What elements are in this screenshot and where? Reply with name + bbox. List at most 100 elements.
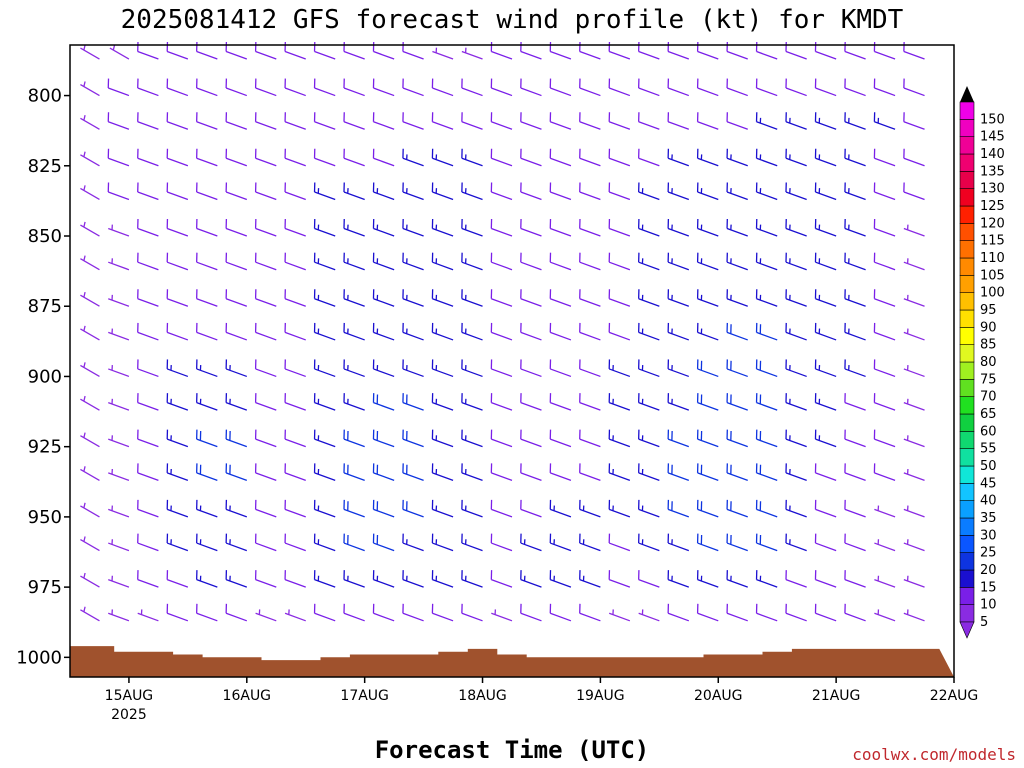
barb-shaft: [284, 472, 306, 481]
colorbar-label: 135: [980, 164, 1005, 179]
barb-half-feather: [83, 291, 86, 298]
wind-barb: [372, 42, 395, 60]
wind-barb: [520, 42, 542, 60]
barb-shaft: [343, 157, 365, 167]
barb-shaft: [373, 50, 395, 60]
barb-shaft: [756, 331, 778, 341]
wind-barb: [343, 359, 365, 378]
wind-barb: [638, 78, 660, 97]
barb-shaft: [667, 472, 690, 481]
barb-shaft: [726, 331, 748, 341]
wind-barb: [254, 533, 277, 552]
wind-barb: [520, 112, 542, 130]
wind-barb: [166, 78, 189, 97]
barb-shaft: [874, 368, 896, 378]
barb-shaft: [166, 542, 189, 552]
wind-barb: [785, 289, 807, 307]
barb-shaft: [108, 508, 130, 518]
wind-barb: [372, 463, 395, 481]
barb-shaft: [874, 402, 896, 411]
wind-barb: [755, 42, 778, 60]
barb-shaft: [550, 472, 572, 481]
barb-shaft: [550, 87, 572, 97]
colorbar-bin: [959, 344, 975, 363]
wind-barb: [372, 218, 395, 237]
barb-shaft: [608, 612, 631, 622]
barb-shaft: [196, 402, 218, 411]
wind-barb: [638, 499, 660, 518]
wind-barb: [638, 359, 660, 378]
wind-barb: [549, 182, 572, 201]
barb-shaft: [491, 472, 513, 481]
colorbar-label: 60: [980, 424, 997, 439]
barb-shaft: [284, 191, 306, 201]
colorbar-bin: [959, 205, 975, 224]
wind-barb: [166, 533, 189, 552]
wind-barb: [166, 322, 189, 341]
wind-barb: [166, 603, 189, 622]
wind-barb: [431, 499, 454, 518]
wind-barb: [431, 182, 454, 201]
barb-shaft: [255, 298, 277, 307]
barb-shaft: [579, 368, 601, 378]
colorbar-label: 20: [980, 563, 997, 578]
wind-barb: [579, 112, 601, 130]
barb-shaft: [108, 298, 130, 307]
barb-shaft: [638, 331, 660, 341]
wind-barb: [903, 539, 925, 552]
wind-barb: [785, 112, 807, 130]
barb-shaft: [874, 121, 896, 130]
barb-shaft: [903, 331, 925, 341]
wind-barb: [107, 112, 130, 130]
colorbar-bin: [959, 119, 975, 137]
wind-barb: [874, 609, 896, 622]
wind-barb: [844, 393, 866, 411]
barb-shaft: [520, 157, 542, 167]
barb-shaft: [550, 227, 572, 237]
x-year-label: 2025: [111, 707, 147, 723]
wind-barb: [402, 499, 424, 518]
wind-barb: [579, 393, 601, 411]
barb-shaft: [785, 227, 807, 237]
wind-barb: [844, 42, 866, 60]
wind-barb: [431, 322, 454, 341]
wind-barb: [755, 499, 778, 518]
barb-shaft: [874, 331, 896, 341]
x-axis-label: Forecast Time (UTC): [375, 736, 650, 764]
wind-barb: [667, 359, 690, 378]
wind-barb: [844, 252, 866, 271]
wind-barb: [549, 393, 572, 411]
wind-barb: [903, 258, 925, 271]
barb-shaft: [432, 508, 454, 518]
wind-barb: [254, 78, 277, 97]
wind-barb: [608, 463, 631, 481]
barb-shaft: [844, 472, 866, 481]
wind-barb: [461, 429, 483, 448]
barb-shaft: [137, 368, 159, 378]
barb-shaft: [815, 542, 837, 552]
colorbar-bin: [959, 535, 975, 553]
barb-shaft: [284, 612, 306, 622]
barb-shaft: [697, 87, 719, 97]
barb-shaft: [491, 227, 513, 237]
wind-barb: [873, 359, 896, 378]
wind-barb: [137, 499, 159, 518]
barb-shaft: [108, 261, 130, 271]
barb-shaft: [756, 542, 778, 552]
surface-fill: [70, 646, 954, 677]
barb-shaft: [903, 298, 925, 307]
wind-barb: [785, 42, 807, 60]
barb-shaft: [432, 368, 454, 378]
barb-shaft: [697, 402, 719, 411]
wind-barb: [549, 78, 572, 97]
barb-shaft: [284, 50, 306, 60]
barb-shaft: [491, 368, 513, 378]
wind-barb: [137, 182, 159, 201]
wind-barb: [696, 218, 719, 237]
barb-shaft: [80, 117, 100, 130]
wind-barb: [196, 499, 218, 518]
wind-barb: [402, 289, 424, 307]
wind-barb: [549, 533, 572, 552]
barb-shaft: [373, 87, 395, 97]
barb-shaft: [520, 261, 542, 271]
